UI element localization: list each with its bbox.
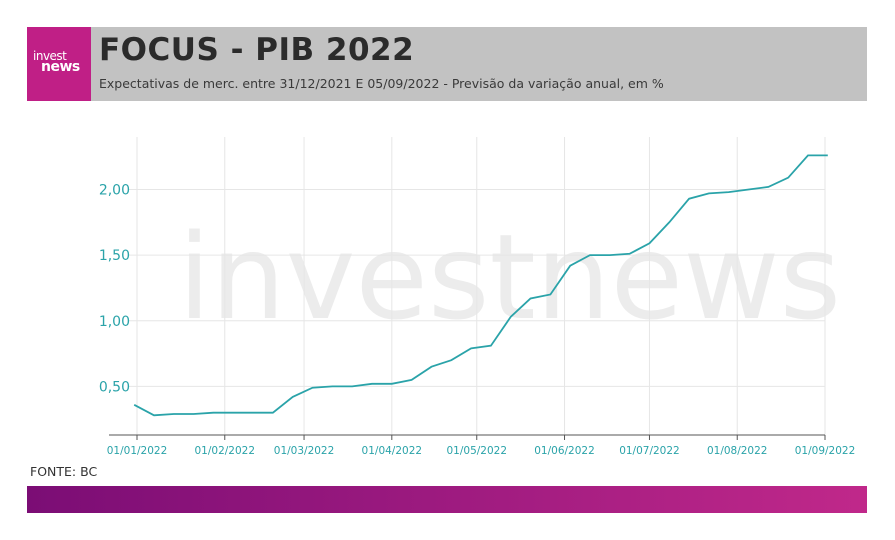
y-tick-label: 2,00 — [99, 183, 130, 199]
y-tick-label: 1,00 — [99, 314, 130, 330]
page-subtitle: Expectativas de merc. entre 31/12/2021 E… — [99, 76, 664, 91]
footer-gradient-bar — [27, 486, 867, 513]
header-bar: invest news FOCUS - PIB 2022 Expectativa… — [27, 27, 867, 101]
x-axis-ticks: 01/01/2022 01/02/2022 01/03/2022 01/04/2022… — [107, 445, 856, 457]
watermark: investnews — [178, 208, 841, 346]
y-axis-ticks: 0,50 1,00 1,50 2,00 — [99, 183, 130, 396]
x-tick-label: 01/01/2022 — [107, 445, 168, 457]
x-tick-label: 01/03/2022 — [274, 445, 335, 457]
series-line-pib — [133, 154, 828, 417]
x-tick-label: 01/02/2022 — [195, 445, 256, 457]
y-tick-label: 0,50 — [99, 379, 130, 395]
source-note: FONTE: BC — [30, 464, 98, 479]
chart-grid — [129, 137, 826, 435]
x-tick-label: 01/06/2022 — [534, 445, 595, 457]
y-tick-label: 1,50 — [99, 248, 130, 264]
page-title: FOCUS - PIB 2022 — [99, 32, 415, 68]
x-tick-label: 01/05/2022 — [446, 445, 507, 457]
x-tick-label: 01/08/2022 — [707, 445, 768, 457]
x-tick-label: 01/07/2022 — [619, 445, 680, 457]
x-tick-label: 01/04/2022 — [362, 445, 423, 457]
x-tick-label: 01/09/2022 — [795, 445, 856, 457]
logo-line1: invest — [33, 49, 67, 63]
investnews-logo: invest news — [27, 27, 91, 101]
chart-axes — [109, 434, 826, 440]
logo-line2: news — [41, 59, 80, 75]
